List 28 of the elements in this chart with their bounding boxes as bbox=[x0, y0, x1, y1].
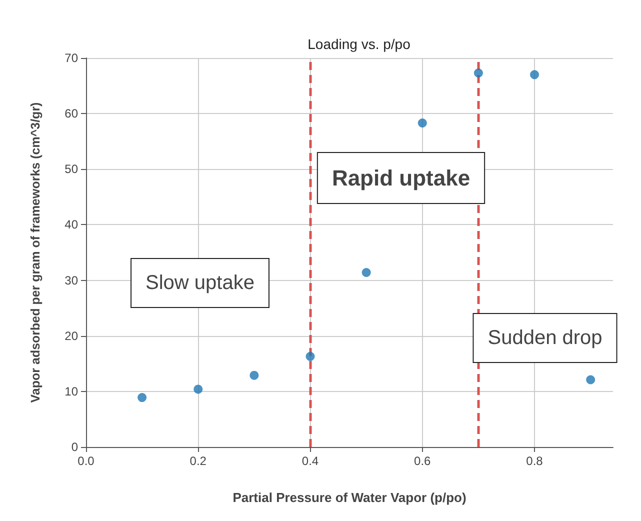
x-tick-label: 0.2 bbox=[190, 454, 207, 468]
chart-title: Loading vs. p/po bbox=[308, 36, 411, 52]
y-tick-label: 40 bbox=[64, 218, 78, 232]
point bbox=[194, 384, 203, 394]
y-tick-label: 70 bbox=[64, 51, 78, 65]
annotation: Sudden drop bbox=[488, 327, 602, 349]
point bbox=[530, 70, 540, 80]
x-tick-label: 0.0 bbox=[78, 454, 95, 468]
y-tick-label: 0 bbox=[71, 440, 78, 454]
y-axis-title: Vapor adsorbed per gram of frameworks (cm^3/gr) bbox=[28, 102, 42, 403]
annotation: Rapid uptake bbox=[332, 166, 470, 190]
y-tick-label: 10 bbox=[64, 384, 78, 398]
x-axis-title: Partial Pressure of Water Vapor (p/po) bbox=[232, 490, 466, 505]
y-tick-label: 60 bbox=[64, 106, 78, 121]
point bbox=[418, 118, 427, 128]
annotation: Slow uptake bbox=[146, 272, 254, 294]
point bbox=[474, 68, 483, 78]
y-tick-label: 30 bbox=[64, 273, 78, 288]
x-tick-label: 0.4 bbox=[302, 454, 319, 468]
y-tick-label: 20 bbox=[64, 328, 78, 343]
x-tick-label: 0.8 bbox=[526, 454, 544, 468]
point bbox=[362, 268, 371, 278]
point bbox=[586, 375, 596, 384]
point bbox=[138, 393, 147, 402]
point bbox=[250, 370, 259, 380]
y-tick-label: 50 bbox=[64, 162, 78, 176]
point bbox=[306, 352, 315, 361]
x-tick-label: 0.6 bbox=[414, 454, 432, 468]
